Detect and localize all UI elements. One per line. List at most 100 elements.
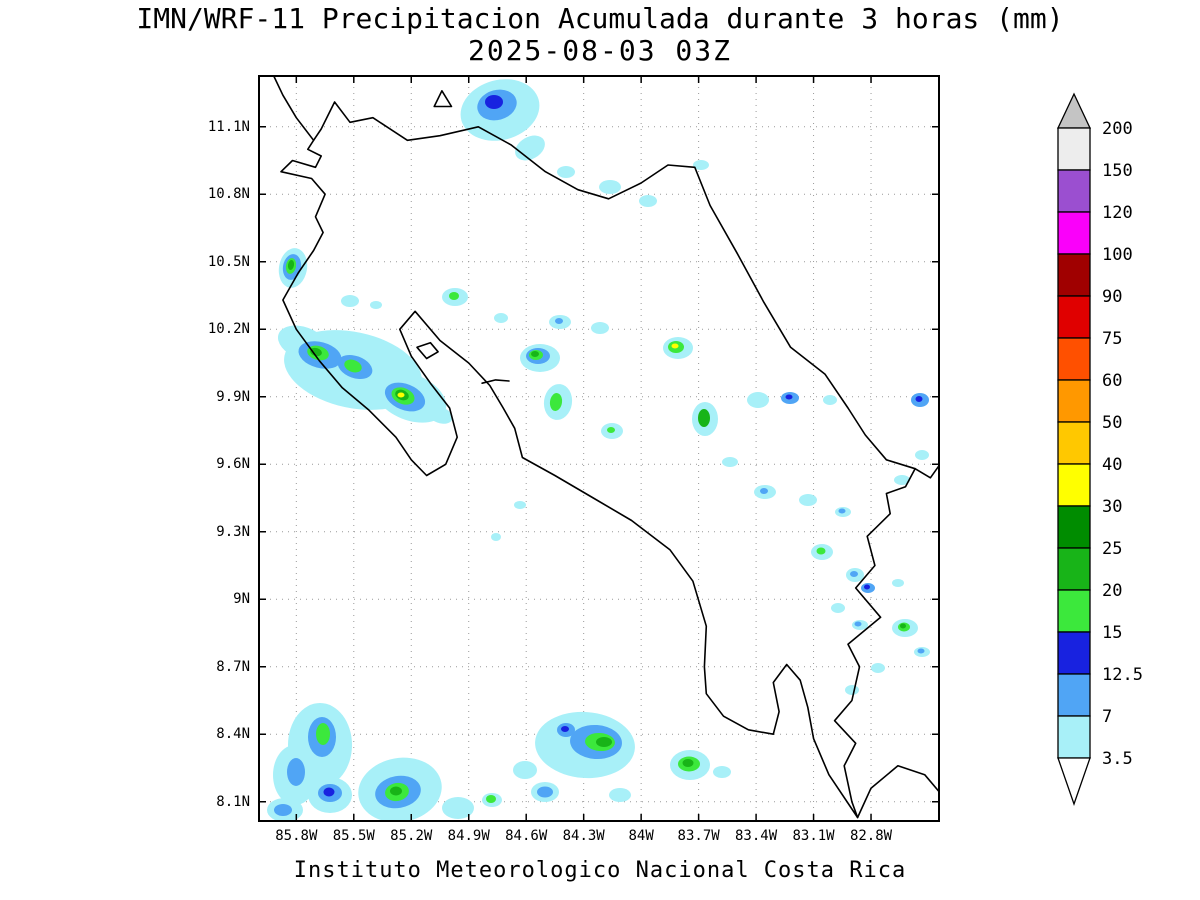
precip-blob <box>607 427 615 433</box>
precip-blob <box>274 804 292 816</box>
precip-blob <box>845 685 859 695</box>
precip-blob <box>485 95 503 109</box>
colorbar-label: 100 <box>1102 245 1133 265</box>
precip-blob <box>316 723 330 745</box>
lon-tick-label: 84.3W <box>562 828 605 844</box>
precip-blob <box>287 260 295 270</box>
colorbar-segment <box>1057 715 1091 759</box>
precip-blob <box>713 766 731 778</box>
lon-tick-label: 84.6W <box>505 828 548 844</box>
precip-blob <box>917 648 925 654</box>
colorbar-label: 20 <box>1102 581 1122 601</box>
lat-tick-label: 8.1N <box>216 793 250 810</box>
colorbar-segment <box>1057 589 1091 633</box>
lon-tick-label: 85.5W <box>332 828 375 844</box>
lat-tick-label: 9.3N <box>216 523 250 540</box>
colorbar-label: 90 <box>1102 287 1122 307</box>
coastline-segment <box>272 75 315 142</box>
lat-tick-label: 11.1N <box>207 118 250 135</box>
precip-blob <box>442 797 474 819</box>
precip-blob <box>871 663 885 673</box>
colorbar-label: 200 <box>1102 119 1133 139</box>
lat-tick-label: 8.7N <box>216 658 250 675</box>
coastline-segment <box>914 463 940 479</box>
lat-tick-label: 10.8N <box>207 186 250 203</box>
colorbar-label: 7 <box>1102 707 1112 727</box>
plot-title-block: IMN/WRF-11 Precipitacion Acumulada duran… <box>0 2 1200 67</box>
precip-blob <box>596 737 612 747</box>
precip-blob <box>609 788 631 802</box>
precip-blob <box>838 508 846 514</box>
precip-blob <box>531 351 539 357</box>
colorbar-segment <box>1057 253 1091 297</box>
precip-blob <box>682 759 694 767</box>
precip-blob <box>831 603 845 613</box>
precip-blob <box>760 488 768 494</box>
precip-blob <box>591 322 609 334</box>
precip-blob <box>537 786 553 798</box>
precip-shading <box>267 79 930 822</box>
precip-blob <box>915 396 923 402</box>
precip-blob <box>555 318 563 324</box>
coastlines <box>272 75 940 819</box>
colorbar-label: 15 <box>1102 623 1122 643</box>
precip-blob <box>816 547 826 555</box>
colorbar-segment <box>1057 295 1091 339</box>
precip-blob <box>799 494 817 506</box>
precip-blob <box>693 160 709 170</box>
lat-tick-label: 9.9N <box>216 388 250 405</box>
precip-blob <box>491 533 501 541</box>
lat-tick-label: 10.2N <box>207 321 250 338</box>
precip-blob <box>900 623 906 629</box>
precip-blob <box>671 343 679 349</box>
coastline-segment <box>481 379 510 384</box>
colorbar-top-arrow <box>1056 92 1092 129</box>
precip-blob <box>514 501 526 509</box>
colorbar-segment <box>1057 211 1091 255</box>
precip-blob <box>390 786 402 796</box>
lon-tick-label: 84W <box>628 828 654 844</box>
colorbar-bottom-arrow <box>1057 757 1091 806</box>
precip-blob <box>549 393 563 411</box>
lat-tick-label: 9.6N <box>216 456 250 473</box>
precip-blob <box>397 392 405 398</box>
precip-blob <box>722 457 738 467</box>
precip-blob <box>823 395 837 405</box>
precip-blob <box>486 795 496 803</box>
precip-blob <box>310 347 322 357</box>
precip-blob <box>698 409 710 427</box>
lon-tick-label: 85.8W <box>275 828 318 844</box>
precip-blob <box>639 195 657 207</box>
colorbar-segment <box>1057 463 1091 507</box>
lon-tick-label: 82.8W <box>849 828 893 844</box>
lon-tick-label: 85.2W <box>390 828 433 844</box>
precip-blob <box>854 621 862 627</box>
precip-blob <box>513 761 537 779</box>
precip-blob <box>287 758 305 786</box>
colorbar-segment <box>1057 379 1091 423</box>
footer-caption: Instituto Meteorologico Nacional Costa R… <box>293 858 907 883</box>
coastline-segment <box>856 765 940 819</box>
precip-blob <box>449 292 459 300</box>
colorbar-segment <box>1057 673 1091 717</box>
lon-tick-label: 84.9W <box>447 828 490 844</box>
precip-blob <box>494 313 508 323</box>
precip-blob <box>747 392 769 408</box>
colorbar-segment <box>1057 169 1091 213</box>
colorbar-label: 150 <box>1102 161 1133 181</box>
colorbar-label: 40 <box>1102 455 1122 475</box>
precip-blob <box>892 579 904 587</box>
colorbar-label: 75 <box>1102 329 1122 349</box>
precip-blob <box>427 406 453 424</box>
precip-blob <box>599 180 621 194</box>
lat-tick-label: 8.4N <box>216 726 250 743</box>
island-outline <box>433 90 453 108</box>
precip-blob <box>894 475 910 485</box>
colorbar-segment <box>1057 127 1091 171</box>
precip-blob <box>344 359 362 373</box>
colorbar-label: 12.5 <box>1102 665 1143 685</box>
lat-tick-label: 9N <box>233 591 250 608</box>
colorbar-label: 60 <box>1102 371 1122 391</box>
precip-blob <box>341 295 359 307</box>
colorbar-canvas: 200 150 120 100 90 75 60 50 40 30 25 20 15 12.5 7 3.5 <box>1056 92 1143 806</box>
